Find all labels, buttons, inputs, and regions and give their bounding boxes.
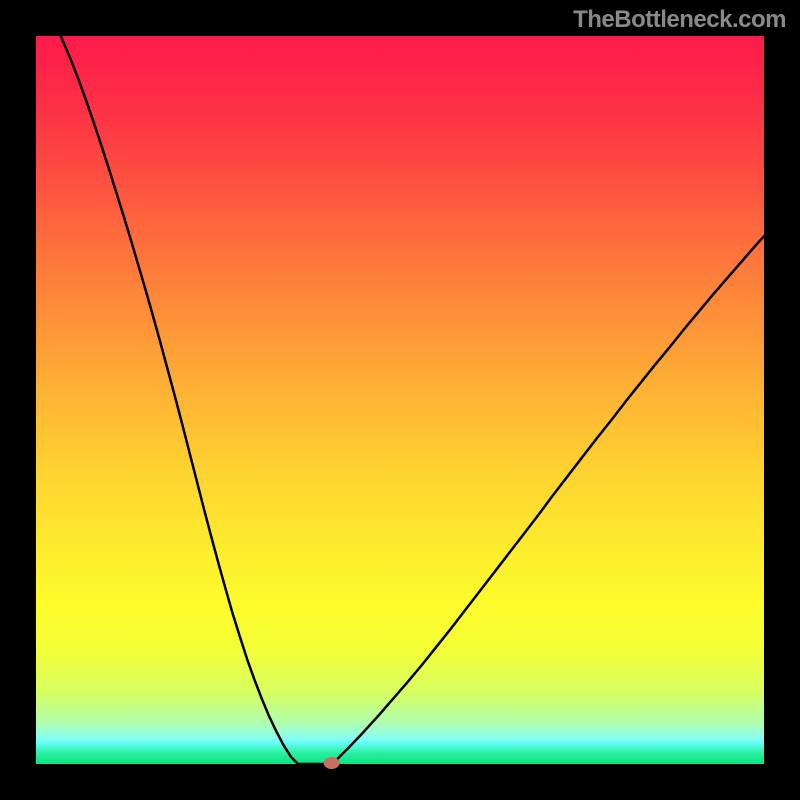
- watermark-text: TheBottleneck.com: [573, 6, 786, 34]
- chart-container: TheBottleneck.com: [0, 0, 800, 800]
- plot-background: [36, 36, 764, 764]
- bottleneck-chart: [0, 0, 800, 800]
- marker-dot: [324, 757, 340, 769]
